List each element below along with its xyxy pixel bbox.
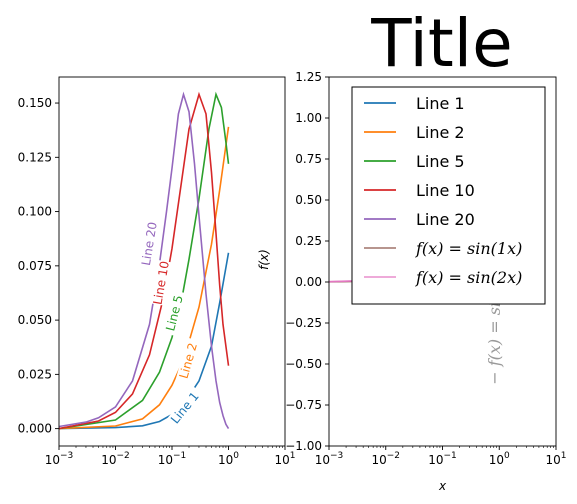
left-inline-label: Line 20 — [139, 221, 160, 267]
right-x-tick-label: 10−2 — [371, 451, 400, 467]
legend-entry-label: Line 20 — [416, 210, 475, 229]
left-x-tick-label: 101 — [274, 451, 295, 467]
left-series-line-20 — [59, 91, 230, 430]
right-y-tick-label: −0.50 — [285, 357, 322, 371]
left-y-tick-label: 0.025 — [18, 367, 52, 381]
right-legend: Line 1 Line 2 Line 5 Line 10 Line 20 f(x) = s… — [351, 86, 546, 305]
legend-entry-label: Line 10 — [416, 181, 475, 200]
legend-frame — [351, 86, 546, 305]
right-y-tick-label: −1.00 — [285, 439, 322, 453]
right-y-tick-label: −0.25 — [285, 316, 322, 330]
left-inline-label-group: Line 20 — [139, 221, 160, 267]
right-y-tick-label: 0.25 — [295, 234, 322, 248]
left-y-tick-label: 0.050 — [18, 313, 52, 327]
left-inline-label-bg — [175, 337, 201, 384]
left-inline-label-bg — [165, 386, 204, 429]
left-x-tick-label: 100 — [218, 451, 239, 467]
left-inline-label-group: Line 5 — [162, 290, 186, 336]
right-y-tick-label: −0.75 — [285, 398, 322, 412]
left-inline-label-bg — [150, 259, 171, 306]
right-x-tick-label: 101 — [545, 451, 566, 467]
right-y-axis-label: f(x) — [257, 249, 271, 270]
legend-entry-label: f(x) = sin(2x) — [415, 268, 522, 287]
left-inline-label-bg — [162, 290, 186, 336]
right-x-tick-label: 10−1 — [428, 451, 457, 467]
right-y-tick-label: 0.50 — [295, 193, 322, 207]
right-y-tick-label: 1.25 — [295, 70, 322, 84]
legend-entry-label: f(x) = sin(1x) — [415, 239, 522, 258]
left-y-tick-label: 0.075 — [18, 259, 52, 273]
left-y-tick-label: 0.150 — [18, 96, 52, 110]
left-series-line-1 — [59, 252, 230, 430]
legend-entry-label: Line 2 — [416, 123, 465, 142]
left-inline-label: Line 5 — [163, 294, 186, 333]
left-inline-label: Line 2 — [177, 341, 201, 380]
right-y-tick-label: 1.00 — [295, 111, 322, 125]
left-axes-frame — [58, 76, 286, 447]
right-x-tick-label: 100 — [489, 451, 510, 467]
left-inline-label: Line 10 — [151, 260, 172, 306]
right-x-tick-label: 10−3 — [315, 451, 344, 467]
left-series-group — [59, 91, 230, 430]
figure-title: Title — [370, 5, 512, 82]
left-inline-label-bg — [138, 220, 159, 267]
left-inline-label: Line 1 — [168, 389, 202, 426]
right-plot: 10−3 10−2 10−1 100 101−1.00−0.75−0.50−0.250.… — [257, 70, 567, 493]
legend-entry-label: Line 5 — [416, 152, 465, 171]
right-y-tick-label: 0.75 — [295, 152, 322, 166]
left-x-tick-label: 10−2 — [101, 451, 130, 467]
right-x-axis-label: x — [438, 479, 447, 493]
left-inline-label-group: Line 1 — [165, 386, 204, 429]
left-x-tick-label: 10−1 — [158, 451, 187, 467]
legend-entry-label: Line 1 — [416, 94, 465, 113]
left-y-tick-label: 0.000 — [18, 422, 52, 436]
left-inline-label-group: Line 10 — [151, 260, 172, 306]
right-y-tick-label: 0.00 — [295, 275, 322, 289]
left-y-tick-label: 0.100 — [18, 205, 52, 219]
left-plot: 10−3 10−2 10−1 100 101 0.000 0.025 0.050 0.075 0.… — [18, 76, 296, 467]
left-inline-label-group: Line 2 — [175, 337, 201, 384]
left-series-line-5 — [59, 91, 230, 430]
left-series-line-10 — [59, 91, 230, 430]
left-y-tick-label: 0.125 — [18, 150, 52, 164]
left-x-tick-label: 10−3 — [45, 451, 74, 467]
